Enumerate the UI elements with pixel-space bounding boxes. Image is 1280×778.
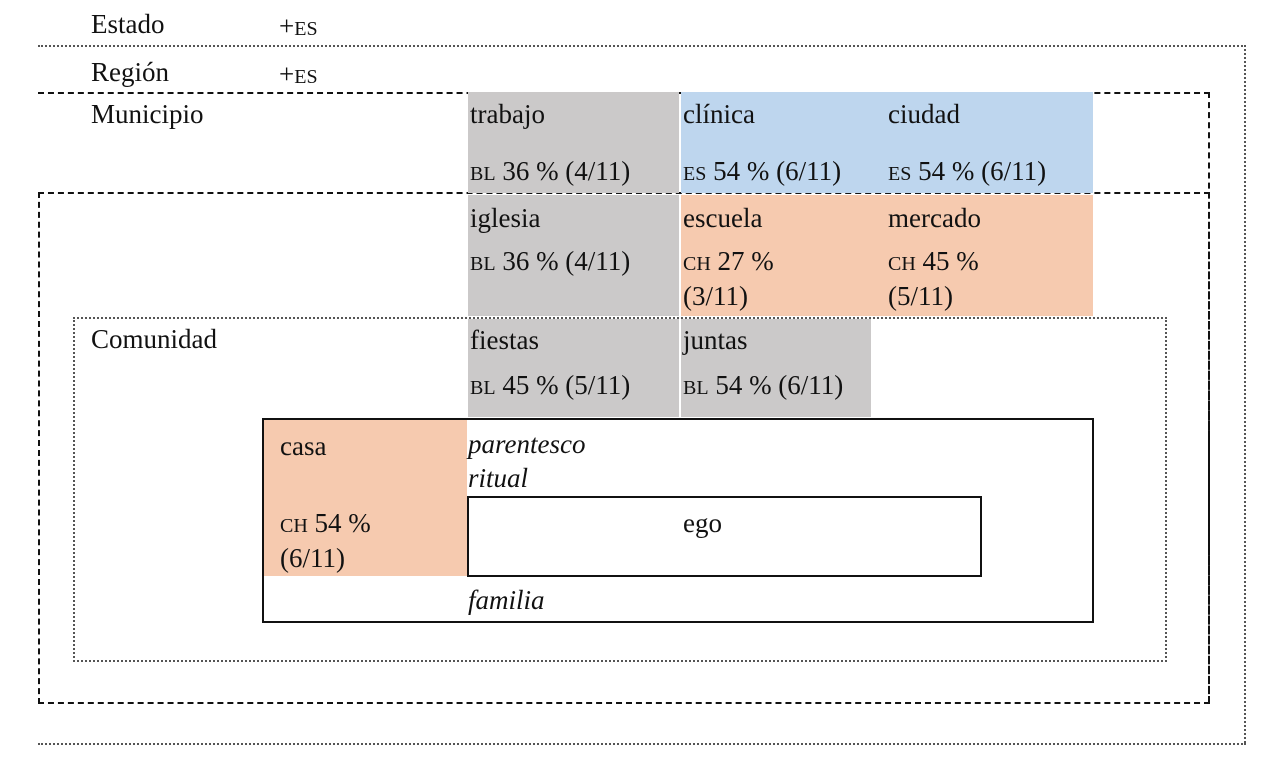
cell-mercado-value: 45 % <box>922 246 979 276</box>
cell-clinica-name: clínica <box>683 99 755 129</box>
cell-ciudad-code: ES <box>888 163 912 185</box>
cell-ciudad-stat: ES 54 % (6/11) <box>888 154 1046 191</box>
cell-mercado: mercado CH 45 % (5/11) <box>885 195 1093 316</box>
cell-iglesia-stat: BL 36 % (4/11) <box>470 244 630 281</box>
cell-iglesia-value: 36 % (4/11) <box>502 246 631 276</box>
cell-trabajo-name: trabajo <box>470 99 545 129</box>
ego-label: ego <box>683 508 722 538</box>
cell-fiestas-code: BL <box>470 377 496 399</box>
cell-clinica-code: ES <box>683 163 707 185</box>
cell-clinica-stat: ES 54 % (6/11) <box>683 154 841 191</box>
estado-tag: +ES <box>279 9 318 46</box>
cell-clinica-value: 54 % (6/11) <box>713 156 842 186</box>
ego-box: ego <box>467 496 982 577</box>
cell-juntas-name: juntas <box>683 325 748 355</box>
familia-frame <box>262 418 1094 623</box>
estado-label: Estado <box>91 9 165 39</box>
familia-label: familia <box>468 585 545 615</box>
estado-frame-right <box>1244 45 1246 743</box>
comunidad-frame <box>73 317 1167 662</box>
region-tag-plus: + <box>279 59 295 89</box>
cell-trabajo-stat: BL 36 % (4/11) <box>470 154 630 191</box>
region-tag-code: ES <box>294 66 318 88</box>
cell-trabajo-value: 36 % (4/11) <box>502 156 631 186</box>
region-label: Región <box>91 57 169 87</box>
estado-frame-top <box>38 45 1246 47</box>
comunidad-label: Comunidad <box>91 324 217 354</box>
cell-juntas: juntas BL 54 % (6/11) <box>681 319 871 417</box>
cell-casa-value2: (6/11) <box>280 543 345 573</box>
cell-escuela-stat: CH 27 % <box>683 244 774 281</box>
cell-juntas-value: 54 % (6/11) <box>715 370 844 400</box>
cell-casa-name: casa <box>280 431 327 461</box>
cell-ciudad: ciudad ES 54 % (6/11) <box>885 92 1093 193</box>
cell-fiestas-value: 45 % (5/11) <box>502 370 631 400</box>
cell-iglesia-name: iglesia <box>470 203 541 233</box>
region-tag: +ES <box>279 57 318 94</box>
cell-casa-value: 54 % <box>314 508 371 538</box>
cell-iglesia-code: BL <box>470 253 496 275</box>
region-frame <box>38 192 1210 704</box>
cell-mercado-code: CH <box>888 253 916 275</box>
cell-casa-stat: CH 54 % <box>280 506 371 543</box>
cell-fiestas: fiestas BL 45 % (5/11) <box>468 319 679 417</box>
cell-ciudad-name: ciudad <box>888 99 960 129</box>
cell-clinica: clínica ES 54 % (6/11) <box>681 92 885 193</box>
cell-escuela-name: escuela <box>683 203 763 233</box>
estado-tag-plus: + <box>279 11 295 41</box>
cell-escuela-value: 27 % <box>717 246 774 276</box>
cell-escuela-value2: (3/11) <box>683 281 748 311</box>
cell-casa: casa CH 54 % (6/11) <box>264 420 467 576</box>
parentesco-label: parentesco <box>468 429 586 459</box>
cell-trabajo-code: BL <box>470 163 496 185</box>
ritual-label: ritual <box>468 463 529 493</box>
estado-frame-bottom <box>38 743 1246 745</box>
cell-ciudad-value: 54 % (6/11) <box>918 156 1047 186</box>
cell-escuela-code: CH <box>683 253 711 275</box>
cell-mercado-name: mercado <box>888 203 981 233</box>
cell-iglesia: iglesia BL 36 % (4/11) <box>468 195 679 316</box>
municipio-label: Municipio <box>91 99 204 129</box>
cell-juntas-code: BL <box>683 377 709 399</box>
cell-mercado-stat: CH 45 % <box>888 244 979 281</box>
cell-trabajo: trabajo BL 36 % (4/11) <box>468 92 679 193</box>
cell-casa-code: CH <box>280 515 308 537</box>
cell-escuela: escuela CH 27 % (3/11) <box>681 195 885 316</box>
cell-mercado-value2: (5/11) <box>888 281 953 311</box>
estado-tag-code: ES <box>294 18 318 40</box>
cell-juntas-stat: BL 54 % (6/11) <box>683 368 843 405</box>
cell-fiestas-name: fiestas <box>470 325 539 355</box>
cell-fiestas-stat: BL 45 % (5/11) <box>470 368 630 405</box>
